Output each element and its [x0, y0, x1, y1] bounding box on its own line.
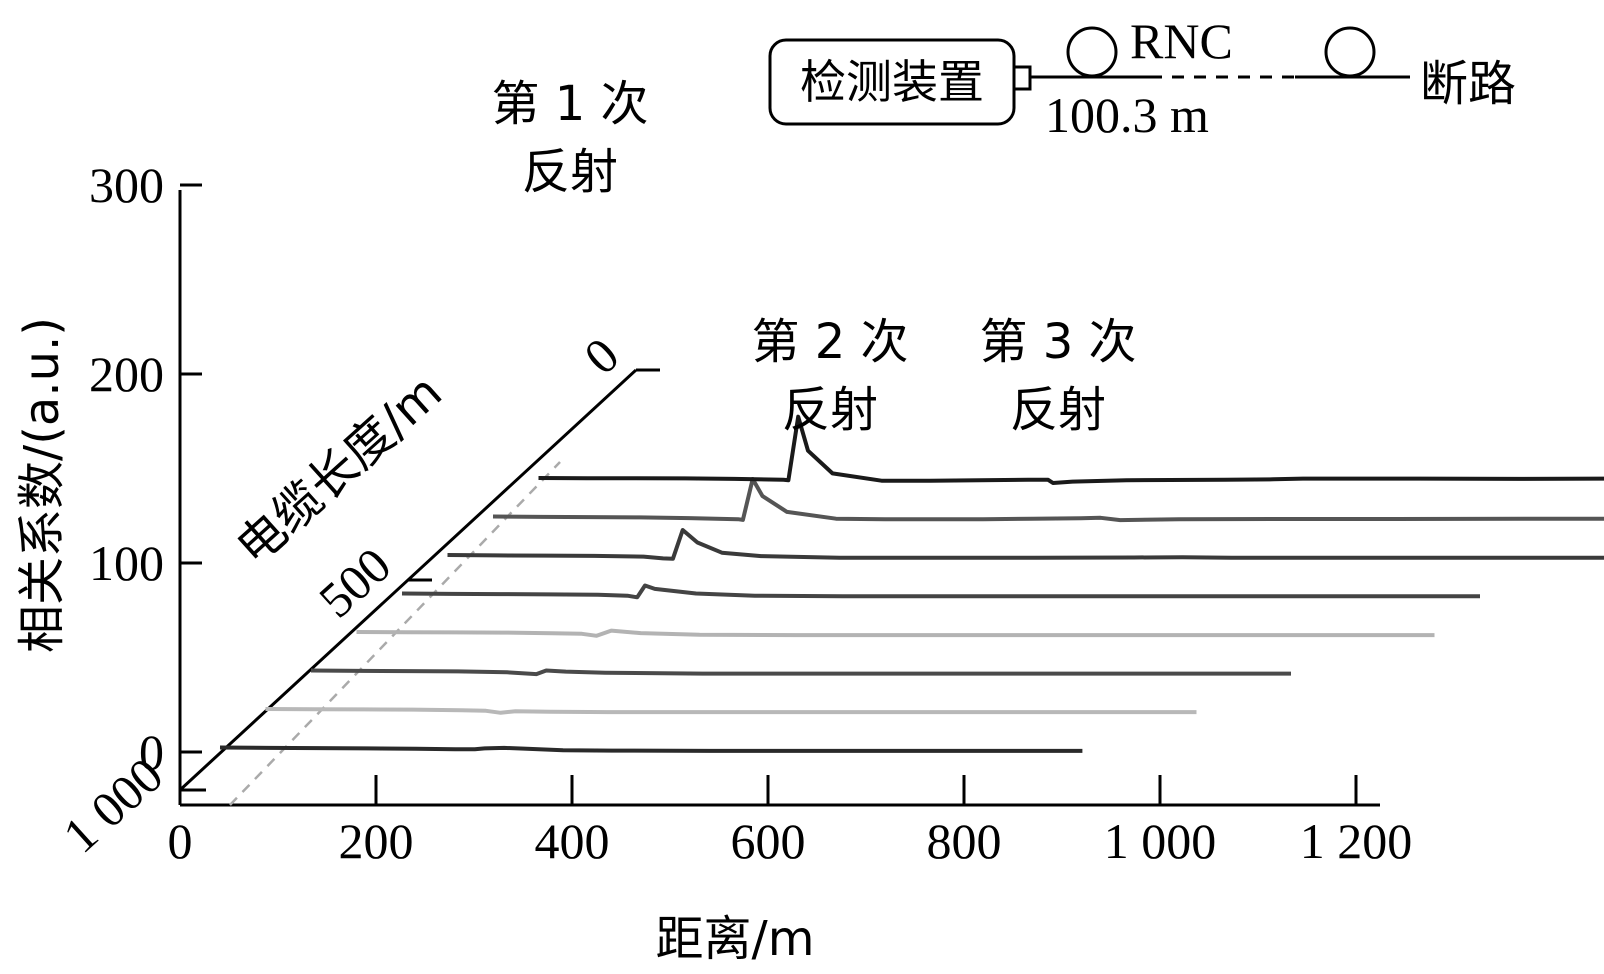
trace-5 — [356, 628, 1435, 638]
trace-6 — [310, 668, 1291, 677]
trace-4 — [401, 583, 1480, 600]
setup-diagram: 检测装置 RNC 100.3 m 断路 — [768, 13, 1516, 143]
x-tick-label-3: 600 — [731, 813, 806, 869]
trace-2 — [492, 477, 1604, 523]
rnc-connector-icon-1 — [1066, 26, 1118, 78]
z-axis-title: 电缆长度/m — [226, 364, 453, 576]
annotation-2: 第 2 次 反射 — [751, 314, 908, 438]
z-tick-label-1: 500 — [308, 537, 401, 629]
annotation-2-line-1: 第 2 次 — [751, 314, 908, 370]
y-tick-label-2: 200 — [89, 346, 164, 402]
x-ticks: 0 200 400 600 800 1 000 1 200 — [168, 775, 1413, 869]
x-tick-label-4: 800 — [927, 813, 1002, 869]
x-axis-title: 距离/m — [656, 911, 815, 967]
rnc-label: RNC — [1130, 13, 1233, 69]
y-tick-label-3: 300 — [89, 157, 164, 213]
x-tick-label-1: 200 — [339, 813, 414, 869]
rnc-connector-icon-2 — [1324, 26, 1376, 78]
trace-7 — [265, 707, 1197, 715]
length-label: 100.3 m — [1045, 87, 1209, 143]
annotation-3: 第 3 次 反射 — [979, 314, 1136, 438]
annotation-1: 第 1 次 反射 — [491, 76, 648, 200]
traces — [219, 414, 1604, 753]
annotation-2-line-2: 反射 — [782, 382, 878, 438]
port-connector — [1012, 65, 1032, 91]
x-tick-label-2: 400 — [535, 813, 610, 869]
trace-3 — [447, 528, 1604, 561]
y-axis-title: 相关系数/(a.u.) — [14, 317, 70, 653]
y-tick-label-0: 0 — [139, 724, 164, 780]
open-circuit-label: 断路 — [1420, 56, 1516, 112]
z-tick-label-0: 0 — [573, 327, 629, 385]
device-label: 检测装置 — [800, 55, 984, 109]
x-tick-label-0: 0 — [168, 813, 193, 869]
annotation-1-line-2: 反射 — [522, 144, 618, 200]
annotation-3-line-2: 反射 — [1010, 382, 1106, 438]
trace-8 — [219, 745, 1083, 753]
trace-1 — [538, 414, 1604, 485]
y-tick-label-1: 100 — [89, 535, 164, 591]
x-tick-label-5: 1 000 — [1104, 813, 1217, 869]
annotation-3-line-1: 第 3 次 — [979, 314, 1136, 370]
y-ticks: 0 100 200 300 — [89, 157, 202, 780]
annotation-1-line-1: 第 1 次 — [491, 76, 648, 132]
x-tick-label-6: 1 200 — [1300, 813, 1413, 869]
